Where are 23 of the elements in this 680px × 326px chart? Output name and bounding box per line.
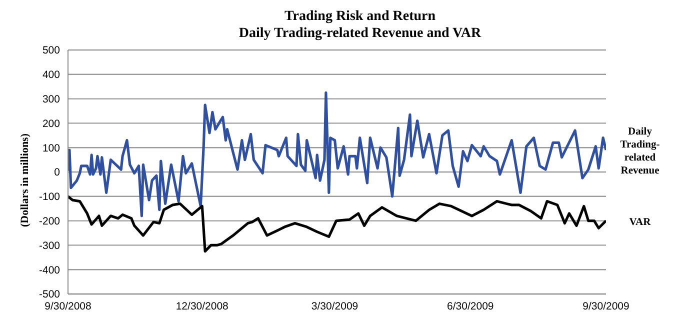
line-series (68, 91, 606, 218)
y-axis-title: (Dollars in millions) (18, 133, 31, 227)
x-tick-label: 9/30/2009 (582, 300, 630, 312)
y-tick-label: 500 (42, 44, 60, 57)
x-tick-label: 9/30/2008 (44, 300, 92, 312)
y-tick-label: -500 (38, 288, 60, 301)
y-tick-label: -100 (38, 191, 60, 204)
y-tick-label: 200 (42, 118, 60, 130)
x-tick-label: 12/30/2008 (176, 300, 229, 312)
y-tick-label: -300 (38, 240, 60, 252)
x-tick-label: 3/30/2009 (311, 300, 358, 312)
y-tick-label: -200 (38, 216, 60, 228)
y-tick-label: -400 (38, 264, 60, 276)
x-tick-label: 6/30/2009 (447, 300, 494, 312)
series-label: Daily Trading-related Revenue (620, 126, 660, 177)
y-tick-label: 100 (42, 142, 60, 154)
chart-title: Trading Risk and Return (283, 8, 437, 25)
chart-subtitle: Daily Trading-related Revenue and VAR (238, 25, 482, 42)
text: VAR (629, 216, 652, 228)
y-tick-label: 400 (42, 69, 60, 82)
line-series (68, 195, 606, 253)
y-tick-label: 0 (54, 166, 60, 179)
y-tick-label: 300 (42, 94, 60, 106)
